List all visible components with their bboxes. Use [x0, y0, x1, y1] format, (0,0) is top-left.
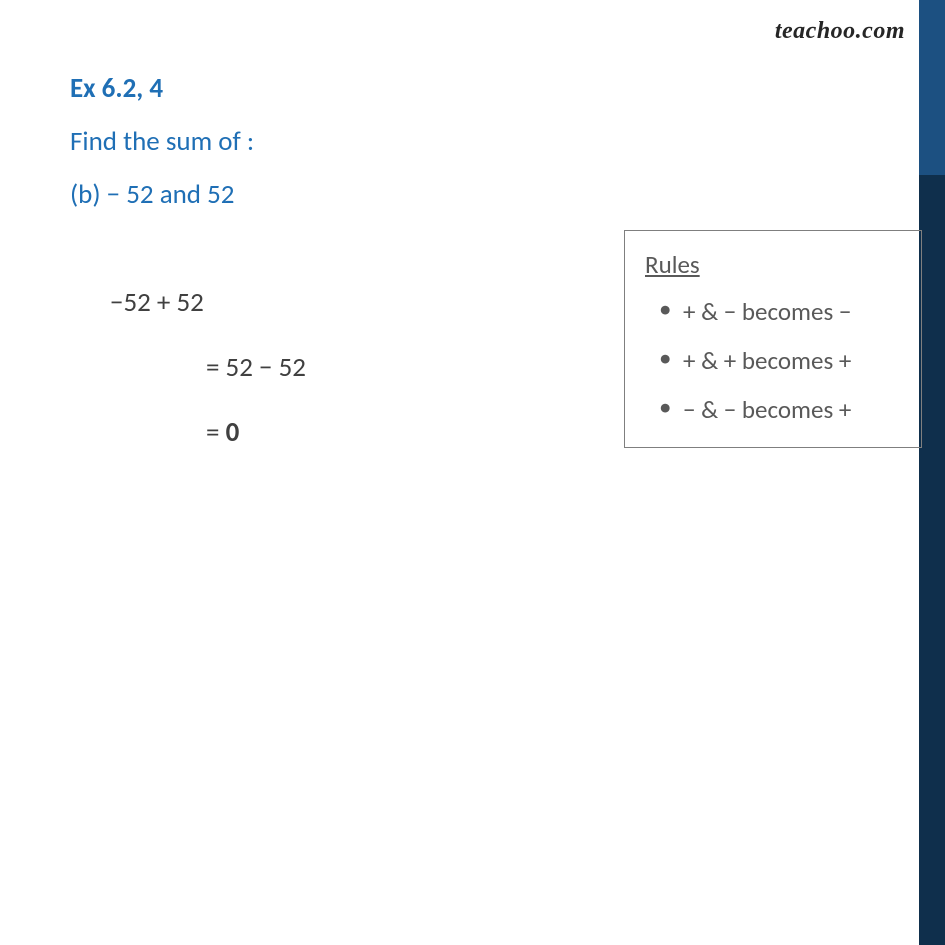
- rules-list: + & − becomes − + & + becomes + − & − be…: [645, 296, 901, 425]
- rules-title: Rules: [645, 249, 901, 280]
- rules-item: + & − becomes −: [659, 296, 901, 327]
- rules-item: + & + becomes +: [659, 345, 901, 376]
- watermark-text: teachoo.com: [775, 18, 905, 45]
- rules-item: − & − becomes +: [659, 394, 901, 425]
- solution-equals: =: [206, 416, 226, 449]
- sub-part: (b) − 52 and 52: [70, 178, 930, 211]
- question-text: Find the sum of :: [70, 125, 930, 158]
- rules-box: Rules + & − becomes − + & + becomes + − …: [624, 230, 922, 448]
- exercise-heading: Ex 6.2, 4: [70, 72, 930, 105]
- solution-result: 0: [226, 416, 240, 449]
